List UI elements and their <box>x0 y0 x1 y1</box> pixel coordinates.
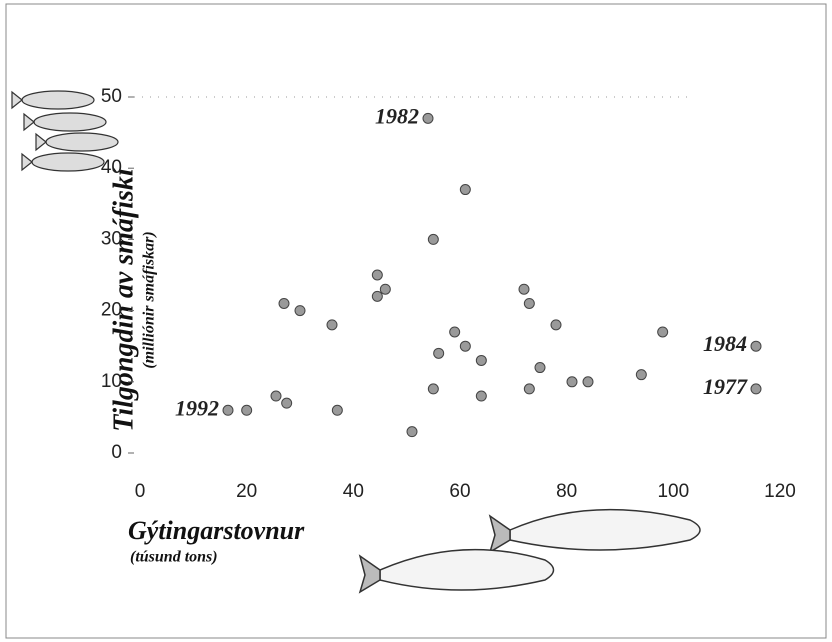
point <box>518 283 530 295</box>
y-tick-label: 10 <box>101 371 122 392</box>
y-tick-label: 20 <box>101 300 122 321</box>
point <box>475 354 487 366</box>
point <box>281 397 293 409</box>
x-tick-label: 20 <box>236 481 257 502</box>
point <box>406 426 418 438</box>
frame <box>5 3 827 639</box>
point <box>278 297 290 309</box>
point <box>326 319 338 331</box>
point <box>270 390 282 402</box>
y-tick-label: 0 <box>111 442 122 463</box>
y-tick-label: 30 <box>101 228 122 249</box>
y-title: Tilgongdin av smáfiskí <box>108 166 139 432</box>
point <box>635 369 647 381</box>
point <box>523 297 535 309</box>
x-tick-label: 80 <box>556 481 577 502</box>
fish-pair <box>358 508 701 594</box>
point <box>582 376 594 388</box>
y-tick-label: 40 <box>101 157 122 178</box>
point-label: 1982 <box>375 103 419 128</box>
point <box>459 184 471 196</box>
y-tick-label: 50 <box>101 86 122 107</box>
point <box>459 340 471 352</box>
y-subtitle: (milliónir smáfiskar) <box>141 231 158 368</box>
point <box>427 383 439 395</box>
point <box>433 347 445 359</box>
point <box>222 404 234 416</box>
point <box>427 233 439 245</box>
point <box>750 340 762 352</box>
point-label: 1992 <box>175 395 219 420</box>
point <box>371 290 383 302</box>
point <box>566 376 578 388</box>
x-tick-label: 40 <box>343 481 364 502</box>
point <box>422 112 434 124</box>
point <box>379 283 391 295</box>
x-tick-label: 0 <box>135 481 146 502</box>
point <box>331 404 343 416</box>
x-tick-label: 120 <box>764 481 796 502</box>
point <box>523 383 535 395</box>
x-title: Gýtingarstovnur <box>128 516 305 545</box>
x-tick-label: 60 <box>449 481 470 502</box>
point <box>750 383 762 395</box>
x-subtitle: (túsund tons) <box>130 549 218 566</box>
point-label: 1977 <box>703 374 748 399</box>
point <box>449 326 461 338</box>
point <box>534 362 546 374</box>
x-tick-label: 100 <box>657 481 689 502</box>
point <box>371 269 383 281</box>
point-label: 1984 <box>703 331 747 356</box>
point <box>550 319 562 331</box>
point <box>241 404 253 416</box>
fish-stack <box>11 90 119 172</box>
point <box>657 326 669 338</box>
point <box>475 390 487 402</box>
point <box>294 305 306 317</box>
